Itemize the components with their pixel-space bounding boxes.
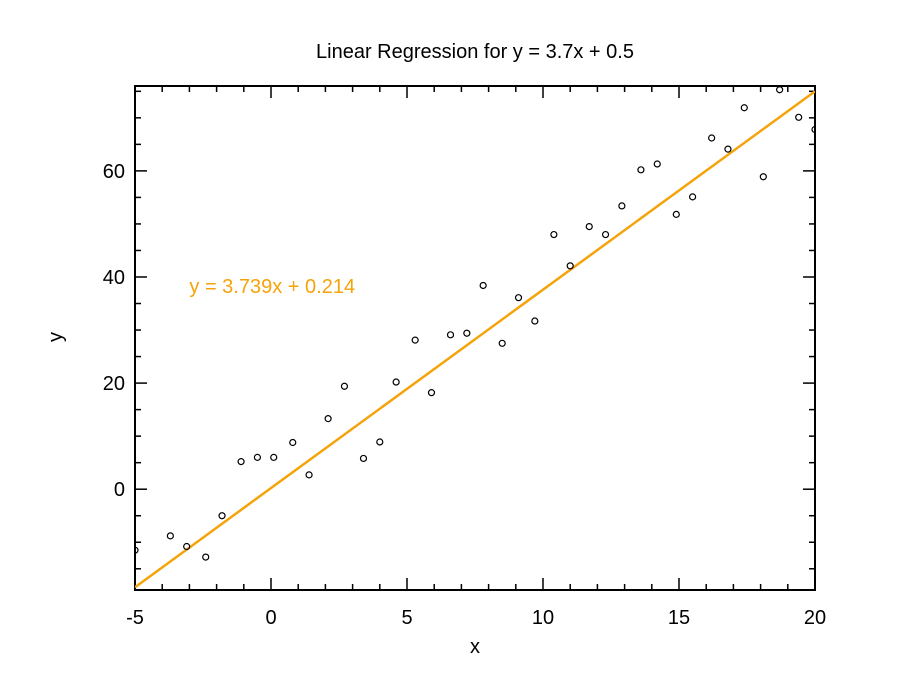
x-tick-label: 10 <box>532 607 554 629</box>
x-tick-label: 0 <box>265 607 276 629</box>
data-point <box>135 546 139 554</box>
data-point <box>601 230 610 239</box>
data-point <box>688 193 697 201</box>
regression-equation-annotation: y = 3.739x + 0.214 <box>189 276 355 298</box>
y-axis-label: y <box>45 332 67 342</box>
data-point <box>324 415 332 423</box>
x-tick-label: 20 <box>804 607 826 629</box>
data-point <box>446 331 455 339</box>
data-point <box>183 542 191 551</box>
data-point <box>724 145 732 153</box>
plot-frame <box>134 85 816 591</box>
data-point <box>305 471 313 479</box>
data-point <box>637 166 645 174</box>
data-point <box>618 202 626 210</box>
data-point <box>289 438 297 447</box>
data-point <box>253 453 261 461</box>
data-point <box>740 104 748 112</box>
data-point <box>550 230 558 239</box>
data-point <box>653 160 661 168</box>
x-tick-label: 5 <box>401 607 412 629</box>
data-point <box>708 134 716 142</box>
data-point <box>566 262 574 270</box>
data-point <box>795 113 803 121</box>
y-tick-label: 20 <box>103 373 125 395</box>
data-point <box>411 336 419 344</box>
data-point <box>202 553 210 561</box>
data-point <box>270 453 278 461</box>
data-point <box>427 389 436 397</box>
x-tick-label: 15 <box>668 607 690 629</box>
data-point <box>672 210 680 218</box>
data-point <box>376 438 384 446</box>
data-point <box>237 458 245 466</box>
data-point <box>531 317 539 325</box>
regression-line <box>135 90 815 589</box>
x-axis-label: x <box>470 636 480 658</box>
data-point <box>392 378 400 386</box>
data-point <box>340 382 349 390</box>
data-point <box>759 173 767 181</box>
data-point <box>776 86 784 94</box>
data-point <box>218 512 226 520</box>
y-tick-label: 0 <box>114 479 125 501</box>
data-point <box>498 339 506 347</box>
chart-title: Linear Regression for y = 3.7x + 0.5 <box>316 41 634 63</box>
data-point <box>479 281 487 290</box>
data-point <box>811 125 815 134</box>
data-point <box>359 454 368 463</box>
y-tick-label: 60 <box>103 161 125 183</box>
data-point <box>463 329 471 337</box>
plot-area: -5 0 5 10 15 20 0 20 40 60 <box>103 85 826 629</box>
data-point <box>585 222 593 231</box>
data-point <box>514 294 523 302</box>
y-tick-label: 40 <box>103 267 125 289</box>
x-tick-label: -5 <box>126 607 144 629</box>
data-point <box>166 532 174 540</box>
